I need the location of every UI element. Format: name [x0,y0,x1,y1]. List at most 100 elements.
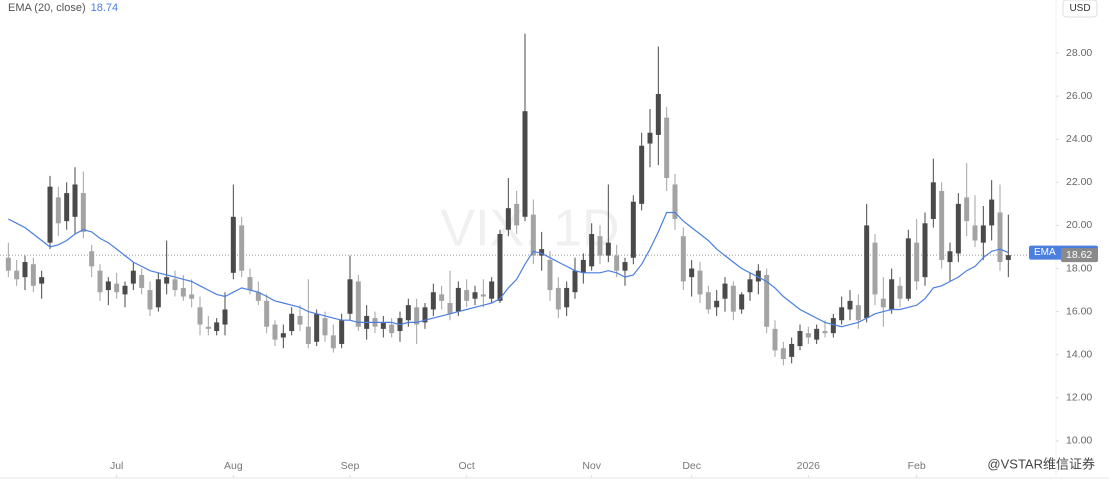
candle-body [114,283,120,293]
candle-body [697,270,703,295]
candle-body [972,225,978,241]
y-tick-label: 26.00 [1066,90,1092,102]
candle-body [789,343,795,357]
candle-body [480,294,486,297]
candle-body [522,111,528,217]
candle-body [122,285,128,295]
candle-body [830,318,836,334]
ema-line [8,211,1009,328]
candle-body [55,197,61,224]
candle-body [39,277,45,284]
candle-body [314,313,320,342]
candle-body [205,326,211,329]
candle-body [814,328,820,340]
candle-body [147,290,153,310]
x-tick-label: Nov [582,460,601,472]
candle-body [489,281,495,299]
currency-label[interactable]: USD [1069,3,1090,14]
candle-body [164,277,170,284]
candle-body [672,184,678,219]
candle-body [464,290,470,301]
candle-body [597,236,603,256]
candle-body [889,279,895,310]
candle-body [197,307,203,325]
x-tick-label: Aug [224,460,243,472]
indicator-value: 18.74 [91,2,119,14]
x-tick-label: Jul [110,460,123,472]
candle-body [947,251,953,263]
candle-body [105,281,111,291]
candle-body [139,274,145,288]
candle-body [530,214,536,256]
candle-body [647,132,653,144]
candle-body [130,270,136,284]
candle-body [1005,255,1011,260]
candle-body [630,201,636,258]
candle-body [614,255,620,271]
candle-body [339,320,345,344]
candle-body [497,234,503,301]
candle-body [989,199,995,226]
candle-body [964,197,970,222]
x-tick-label: Oct [458,460,474,472]
candle-body [722,283,728,299]
y-tick-label: 12.00 [1066,392,1092,404]
candle-body [389,324,395,334]
candle-body [547,259,553,291]
candle-body [755,270,761,282]
indicator-header: EMA (20, close) [8,2,86,14]
candle-body [705,292,711,310]
candle-body [839,307,845,321]
candle-body [997,212,1003,263]
candle-body [714,300,720,308]
candle-body [22,262,28,278]
y-tick-label: 28.00 [1066,47,1092,59]
candle-body [222,309,228,325]
x-tick-label: Dec [682,460,701,472]
candle-body [414,307,420,325]
candle-body [305,326,311,344]
candle-body [255,292,261,301]
candle-body [922,223,928,278]
candle-body [622,262,628,271]
candle-body [605,242,611,256]
last-price-value: 18.62 [1066,249,1092,261]
candle-body [5,257,11,271]
brand-watermark: @VSTAR维信证券 [987,456,1095,471]
y-tick-label: 22.00 [1066,176,1092,188]
candle-body [730,285,736,312]
candle-body [239,225,245,271]
candle-body [455,287,461,312]
candle-body [955,203,961,254]
candle-body [30,264,36,286]
candle-body [64,193,70,222]
candle-body [872,242,878,295]
candle-body [472,292,478,299]
candle-body [689,268,695,278]
x-tick-label: Sep [341,460,360,472]
last-price-tag [1061,248,1098,263]
y-tick-label: 18.00 [1066,262,1092,274]
candle-body [655,93,661,135]
candle-body [439,294,445,301]
candle-body [822,331,828,334]
y-tick-label: 10.00 [1066,435,1092,447]
candle-body [189,294,195,299]
candle-body [864,225,870,319]
candle-body [272,324,278,340]
candle-body [664,117,670,179]
candle-body [847,300,853,310]
candle-body [914,242,920,282]
candle-body [772,328,778,351]
candle-body [214,322,220,332]
y-tick-label: 24.00 [1066,133,1092,145]
candle-body [589,234,595,267]
candle-body [405,305,411,321]
candle-body [939,190,945,260]
candle-body [447,303,453,314]
candle-body [297,315,303,325]
candle-body [505,208,511,230]
currency-button[interactable] [1062,0,1098,18]
candle-body [180,287,186,297]
